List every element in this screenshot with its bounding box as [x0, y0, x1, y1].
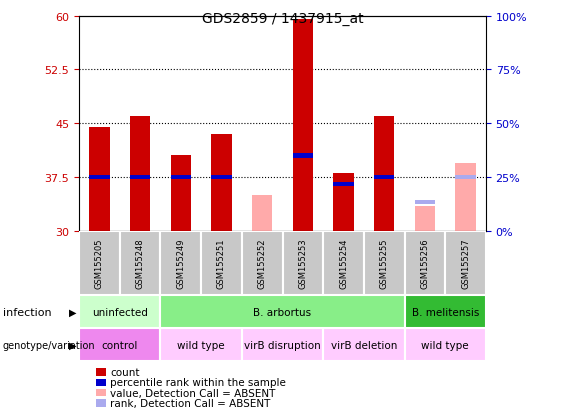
Text: GSM155252: GSM155252	[258, 238, 267, 288]
Bar	[79, 231, 120, 295]
Bar	[293, 20, 313, 231]
Bar	[242, 328, 323, 361]
Bar	[333, 183, 354, 187]
Text: wild type: wild type	[421, 340, 469, 350]
Bar	[160, 328, 242, 361]
Bar	[374, 117, 394, 231]
Text: virB disruption: virB disruption	[244, 340, 321, 350]
Text: GSM155205: GSM155205	[95, 238, 104, 288]
Bar	[242, 231, 282, 295]
Bar	[130, 176, 150, 180]
Text: GSM155254: GSM155254	[339, 238, 348, 288]
Text: virB deletion: virB deletion	[331, 340, 397, 350]
Bar	[405, 231, 445, 295]
Bar	[323, 231, 364, 295]
Text: GSM155257: GSM155257	[461, 238, 470, 288]
Bar	[455, 176, 476, 180]
Bar	[364, 231, 405, 295]
Text: GDS2859 / 1437915_at: GDS2859 / 1437915_at	[202, 12, 363, 26]
Bar	[201, 231, 242, 295]
Text: B. melitensis: B. melitensis	[411, 307, 479, 317]
Bar	[252, 195, 272, 231]
Text: GSM155249: GSM155249	[176, 238, 185, 288]
Bar	[211, 135, 232, 231]
Text: GSM155251: GSM155251	[217, 238, 226, 288]
Bar	[282, 231, 323, 295]
Bar	[160, 231, 201, 295]
Bar	[405, 328, 486, 361]
Text: count: count	[110, 367, 140, 377]
Bar	[171, 176, 191, 180]
Text: ▶: ▶	[69, 340, 76, 350]
Text: GSM155256: GSM155256	[420, 238, 429, 288]
Bar	[89, 176, 110, 180]
Text: GSM155253: GSM155253	[298, 238, 307, 288]
Text: percentile rank within the sample: percentile rank within the sample	[110, 377, 286, 387]
Bar	[160, 295, 405, 328]
Bar	[130, 117, 150, 231]
Text: wild type: wild type	[177, 340, 225, 350]
Text: infection: infection	[3, 307, 51, 317]
Bar	[120, 231, 160, 295]
Bar	[415, 206, 435, 231]
Bar	[79, 328, 160, 361]
Bar	[405, 295, 486, 328]
Bar	[415, 200, 435, 205]
Text: genotype/variation: genotype/variation	[3, 340, 95, 350]
Bar	[323, 328, 405, 361]
Text: rank, Detection Call = ABSENT: rank, Detection Call = ABSENT	[110, 398, 271, 408]
Text: GSM155248: GSM155248	[136, 238, 145, 288]
Bar	[455, 163, 476, 231]
Bar	[293, 154, 313, 158]
Text: control: control	[102, 340, 138, 350]
Bar	[79, 295, 160, 328]
Text: value, Detection Call = ABSENT: value, Detection Call = ABSENT	[110, 388, 276, 398]
Bar	[211, 176, 232, 180]
Bar	[374, 176, 394, 180]
Text: uninfected: uninfected	[92, 307, 147, 317]
Text: B. arbortus: B. arbortus	[254, 307, 311, 317]
Bar	[89, 128, 110, 231]
Text: ▶: ▶	[69, 307, 76, 317]
Bar	[171, 156, 191, 231]
Bar	[445, 231, 486, 295]
Bar	[333, 174, 354, 231]
Text: GSM155255: GSM155255	[380, 238, 389, 288]
